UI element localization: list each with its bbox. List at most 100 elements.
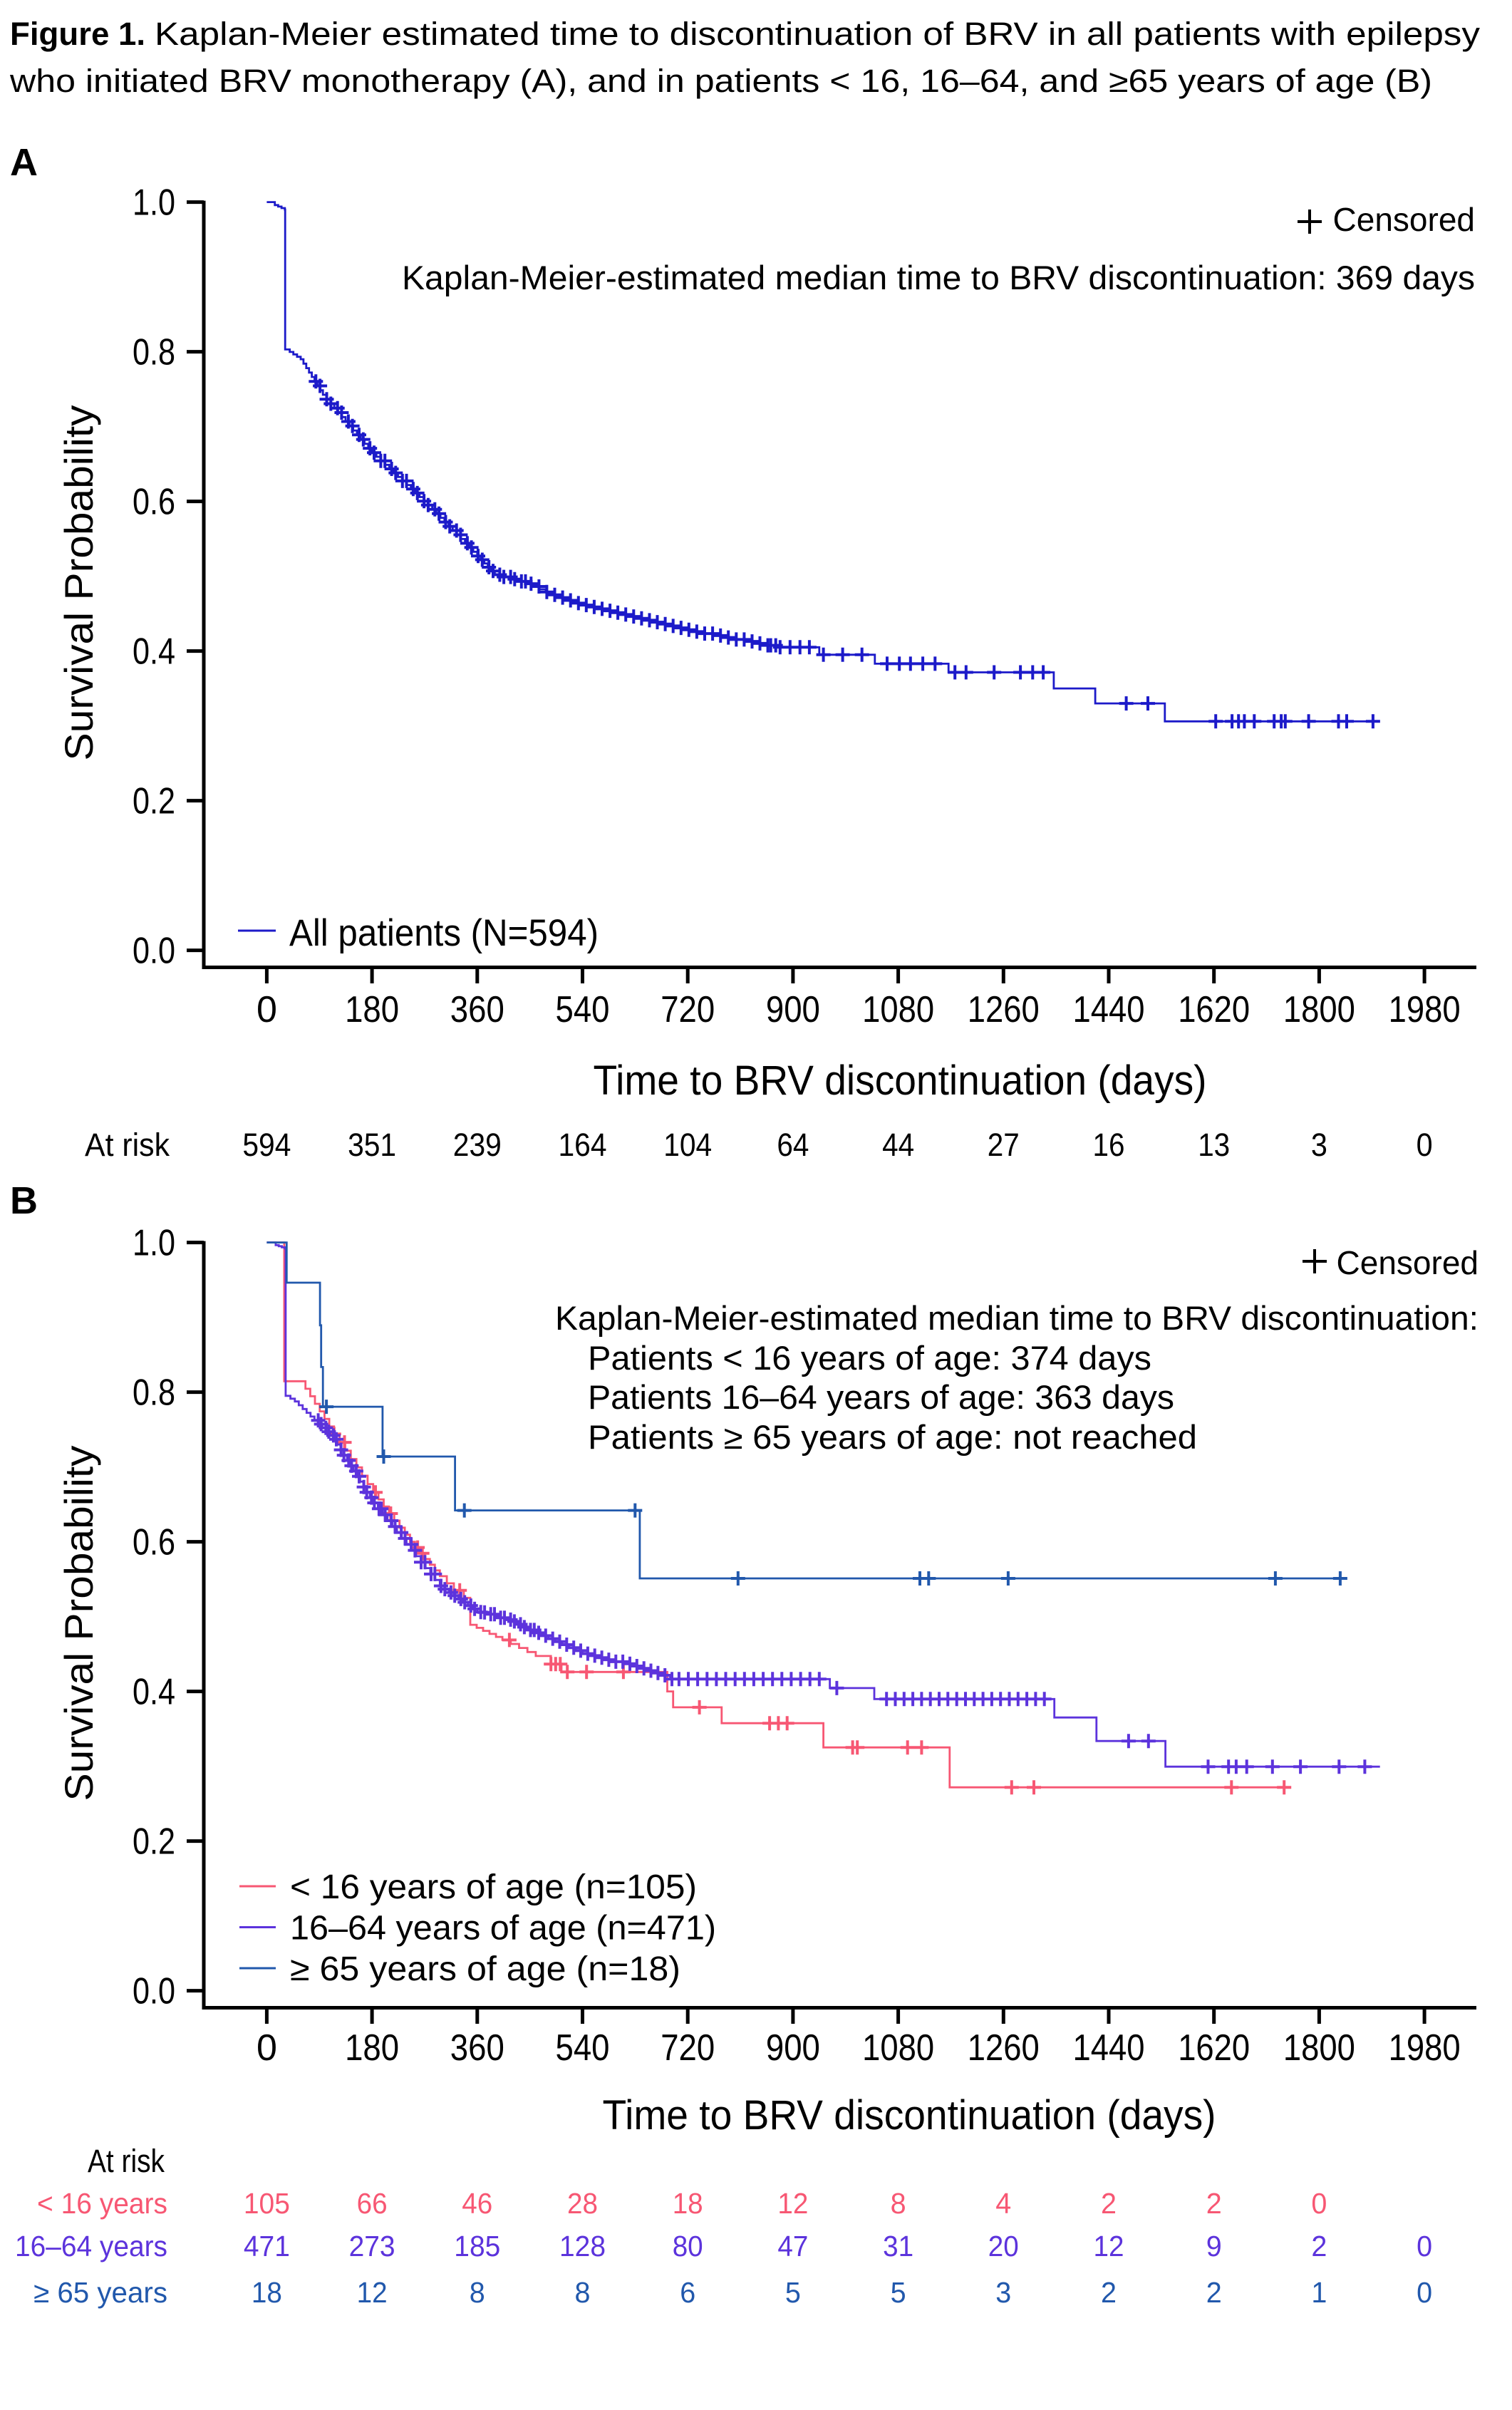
svg-text:Censored: Censored xyxy=(1337,1244,1479,1281)
svg-text:16–64 years of age (n=471): 16–64 years of age (n=471) xyxy=(290,1910,716,1948)
svg-text:B: B xyxy=(10,1179,38,1222)
svg-text:900: 900 xyxy=(766,989,820,1030)
svg-text:2: 2 xyxy=(1311,2230,1327,2262)
svg-text:0: 0 xyxy=(1417,2230,1432,2262)
svg-text:At risk: At risk xyxy=(88,2143,165,2179)
svg-text:239: 239 xyxy=(453,1127,502,1163)
svg-text:≥ 65 years of age (n=18): ≥ 65 years of age (n=18) xyxy=(290,1950,680,1988)
svg-text:0: 0 xyxy=(1311,2187,1327,2220)
svg-text:Survival Probability: Survival Probability xyxy=(56,405,101,761)
svg-text:Patients < 16 years of age: 37: Patients < 16 years of age: 374 days xyxy=(588,1339,1151,1377)
svg-text:273: 273 xyxy=(349,2230,395,2262)
svg-text:Time to BRV discontinuation (d: Time to BRV discontinuation (days) xyxy=(603,2092,1216,2139)
svg-text:1.0: 1.0 xyxy=(133,1223,175,1264)
svg-text:64: 64 xyxy=(777,1127,809,1163)
svg-text:44: 44 xyxy=(882,1127,914,1163)
svg-text:540: 540 xyxy=(556,989,610,1030)
svg-text:164: 164 xyxy=(559,1127,607,1163)
svg-text:3: 3 xyxy=(995,2276,1011,2309)
svg-text:Patients ≥ 65 years of age: no: Patients ≥ 65 years of age: not reached xyxy=(588,1418,1197,1456)
svg-text:5: 5 xyxy=(785,2276,801,2309)
svg-text:who initiated BRV monotherapy: who initiated BRV monotherapy (A), and i… xyxy=(9,63,1432,99)
svg-text:66: 66 xyxy=(357,2187,388,2220)
svg-text:18: 18 xyxy=(673,2187,703,2220)
svg-text:20: 20 xyxy=(988,2230,1019,2262)
svg-text:0.2: 0.2 xyxy=(133,781,175,822)
svg-text:8: 8 xyxy=(470,2276,485,2309)
svg-text:0.6: 0.6 xyxy=(133,482,175,523)
svg-text:8: 8 xyxy=(575,2276,591,2309)
svg-text:2: 2 xyxy=(1206,2187,1222,2220)
svg-text:1620: 1620 xyxy=(1178,2027,1250,2069)
svg-text:351: 351 xyxy=(348,1127,396,1163)
svg-text:16: 16 xyxy=(1093,1127,1125,1163)
svg-text:A: A xyxy=(10,141,38,184)
svg-text:Kaplan-Meier-estimated median: Kaplan-Meier-estimated median time to BR… xyxy=(555,1299,1479,1337)
svg-text:128: 128 xyxy=(559,2230,606,2262)
svg-text:Kaplan-Meier-estimated median: Kaplan-Meier-estimated median time to BR… xyxy=(402,259,1475,296)
svg-text:0.4: 0.4 xyxy=(133,1672,175,1713)
svg-text:13: 13 xyxy=(1198,1127,1230,1163)
svg-text:0: 0 xyxy=(257,2027,277,2069)
svg-text:360: 360 xyxy=(450,2027,504,2069)
svg-text:1080: 1080 xyxy=(862,989,934,1030)
svg-text:1080: 1080 xyxy=(862,2027,934,2069)
svg-text:12: 12 xyxy=(1094,2230,1124,2262)
svg-text:1620: 1620 xyxy=(1178,989,1250,1030)
svg-text:1800: 1800 xyxy=(1283,2027,1355,2069)
svg-text:0.8: 0.8 xyxy=(133,332,175,373)
svg-text:12: 12 xyxy=(777,2187,808,2220)
svg-text:46: 46 xyxy=(462,2187,492,2220)
svg-text:≥ 65 years: ≥ 65 years xyxy=(33,2276,167,2309)
svg-text:16–64 years: 16–64 years xyxy=(15,2230,167,2262)
svg-text:Figure 1.: Figure 1. xyxy=(10,16,145,52)
svg-text:5: 5 xyxy=(891,2276,906,2309)
svg-text:180: 180 xyxy=(345,2027,399,2069)
svg-text:720: 720 xyxy=(661,989,715,1030)
svg-text:18: 18 xyxy=(252,2276,282,2309)
svg-text:900: 900 xyxy=(766,2027,820,2069)
svg-text:8: 8 xyxy=(891,2187,906,2220)
svg-text:47: 47 xyxy=(777,2230,808,2262)
svg-text:1800: 1800 xyxy=(1283,989,1355,1030)
svg-text:540: 540 xyxy=(556,2027,610,2069)
svg-text:27: 27 xyxy=(988,1127,1020,1163)
svg-text:Kaplan-Meier estimated time to: Kaplan-Meier estimated time to discontin… xyxy=(155,16,1481,52)
svg-text:31: 31 xyxy=(883,2230,913,2262)
svg-text:1: 1 xyxy=(1311,2276,1327,2309)
svg-text:1980: 1980 xyxy=(1389,989,1461,1030)
svg-text:4: 4 xyxy=(995,2187,1011,2220)
svg-text:0.0: 0.0 xyxy=(133,1971,175,2012)
svg-text:1260: 1260 xyxy=(968,2027,1040,2069)
svg-text:2: 2 xyxy=(1101,2187,1117,2220)
svg-text:2: 2 xyxy=(1206,2276,1222,2309)
svg-text:0.8: 0.8 xyxy=(133,1372,175,1414)
svg-text:1260: 1260 xyxy=(968,989,1040,1030)
svg-text:80: 80 xyxy=(673,2230,703,2262)
svg-text:360: 360 xyxy=(450,989,504,1030)
svg-text:3: 3 xyxy=(1311,1127,1327,1163)
svg-text:720: 720 xyxy=(661,2027,715,2069)
svg-text:594: 594 xyxy=(242,1127,291,1163)
svg-text:185: 185 xyxy=(454,2230,500,2262)
svg-text:At risk: At risk xyxy=(85,1127,170,1163)
svg-text:180: 180 xyxy=(345,989,399,1030)
svg-text:1440: 1440 xyxy=(1073,2027,1145,2069)
svg-text:104: 104 xyxy=(663,1127,712,1163)
svg-text:0: 0 xyxy=(1417,2276,1432,2309)
svg-text:12: 12 xyxy=(357,2276,388,2309)
svg-text:All patients (N=594): All patients (N=594) xyxy=(289,912,599,954)
svg-text:Survival Probability: Survival Probability xyxy=(56,1446,101,1801)
svg-text:0.4: 0.4 xyxy=(133,631,175,673)
svg-text:0.2: 0.2 xyxy=(133,1821,175,1863)
svg-text:1.0: 1.0 xyxy=(133,182,175,224)
svg-text:1440: 1440 xyxy=(1073,989,1145,1030)
svg-text:0: 0 xyxy=(1417,1127,1433,1163)
svg-text:0.6: 0.6 xyxy=(133,1522,175,1563)
svg-text:1980: 1980 xyxy=(1389,2027,1461,2069)
svg-text:105: 105 xyxy=(244,2187,290,2220)
svg-text:6: 6 xyxy=(680,2276,695,2309)
svg-text:Patients 16–64 years of age: 3: Patients 16–64 years of age: 363 days xyxy=(588,1378,1174,1416)
svg-text:< 16 years of age (n=105): < 16 years of age (n=105) xyxy=(290,1868,697,1906)
svg-text:0: 0 xyxy=(257,989,277,1030)
